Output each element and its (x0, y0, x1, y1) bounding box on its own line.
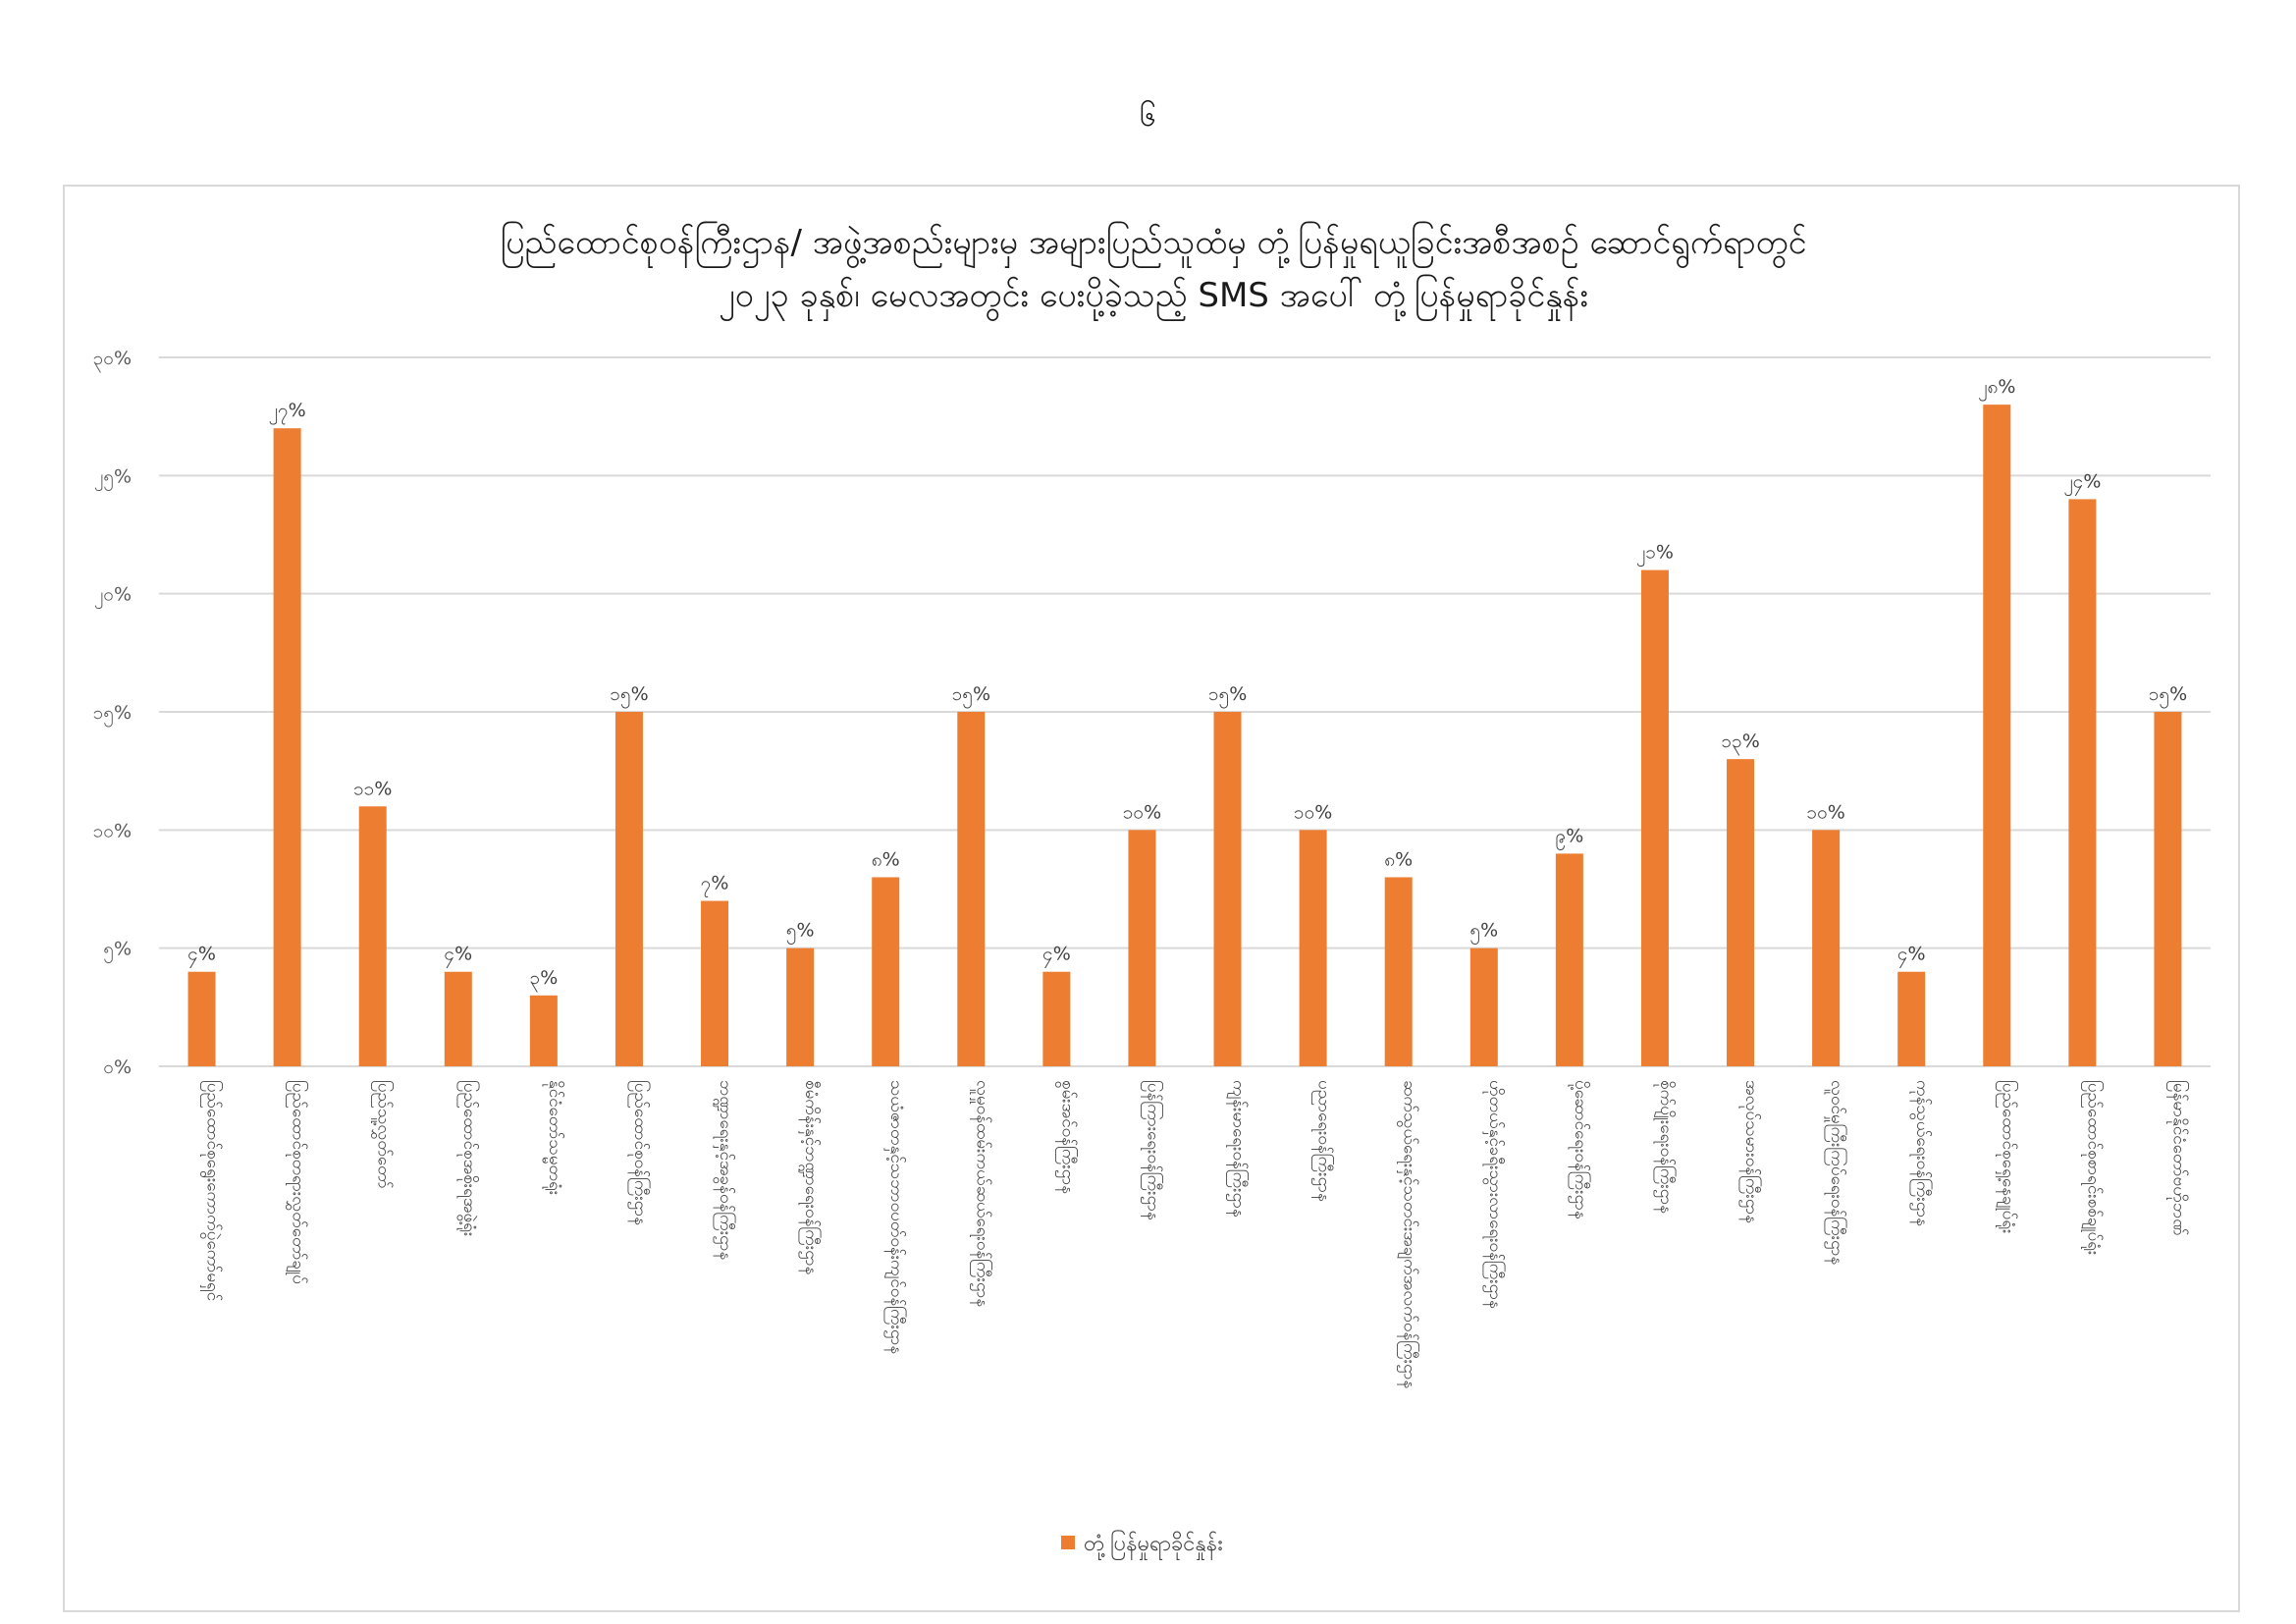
bar (187, 971, 216, 1066)
data-label: ၁၅% (610, 683, 648, 709)
data-label: ၁၀% (1294, 801, 1332, 823)
category-label: လူဝင်မှုကြီးကြပ်ရေးဝန်ကြီးဌာန (1824, 1080, 1848, 1265)
data-label: ၁၃% (1721, 731, 1759, 756)
bar (786, 947, 815, 1066)
category-label: ကျန်းမာရေးဝန်ကြီးဌာန (1226, 1080, 1251, 1218)
bar (444, 971, 472, 1066)
bar (1469, 947, 1498, 1066)
bar (1299, 830, 1327, 1066)
data-label: ၂၄% (2063, 470, 2101, 496)
y-tick-label: ၀% (103, 1056, 132, 1078)
legend-label: တုံ့ပြန်မှုရာခိုင်နှုန်း (1084, 1530, 1223, 1560)
category-label: ကုန်သွယ်ရေးဝန်ကြီးဌာန (1909, 1080, 1934, 1226)
category-label: ဆက်သွယ်ရေးနှင့်သတင်းအချက်အလက်ဝန်ကြီးဌာန (1397, 1080, 1421, 1388)
y-tick-label: ၃၀% (93, 348, 132, 373)
bar (957, 712, 986, 1066)
chart-title-line-1: ပြည်ထောင်စုဝန်ကြီးဌာန/ အဖွဲ့အစည်းများမှ … (500, 223, 1806, 268)
bar (1897, 971, 1926, 1066)
data-label: ၂၈% (1978, 376, 2015, 402)
category-label: စွမ်းအင်ဝန်ကြီးဌာန (1054, 1080, 1079, 1194)
data-label: ၁၁% (353, 778, 392, 799)
data-label: ၂၁% (1636, 542, 1674, 568)
bar (1128, 830, 1156, 1066)
chart-frame: ပြည်ထောင်စုဝန်ကြီးဌာန/ အဖွဲ့အစည်းများမှ … (63, 185, 2240, 1612)
category-label: ပြည်ထောင်စုရှေ့နေချုပ်ရုံး (1995, 1080, 2019, 1233)
data-label: ၅% (786, 920, 815, 946)
data-label: ၅% (1469, 920, 1498, 946)
chart-title: ပြည်ထောင်စုဝန်ကြီးဌာန/ အဖွဲ့အစည်းများမှ … (500, 223, 1806, 321)
bar (701, 900, 729, 1066)
data-label: ၄% (1897, 944, 1926, 969)
category-label: ဘဏ္ဍာရေးနှင့်အခွန်ဝန်ကြီးဌာန (713, 1080, 737, 1260)
y-tick-label: ၁၅% (93, 702, 132, 728)
data-label: ၄% (1042, 944, 1071, 969)
bars (187, 405, 2182, 1067)
bar (1042, 971, 1071, 1066)
y-tick-label: ၅% (103, 939, 132, 964)
y-tick-label: ၁၀% (93, 820, 132, 841)
bar (1384, 877, 1413, 1066)
data-label: ၁၅% (952, 683, 990, 709)
page-number: ၆ (1140, 99, 1156, 134)
data-labels: ၄% ၂၇% ၁၁% ၄% ၃% ၁၅% ၇% ၅% ၈% ၁၅% ၄% ၁၀% ၁၅% ၁၀% ၈% ၅% ၉… (187, 376, 2187, 993)
category-label: ပြည်ထောင်စုအစိုးရအဖွဲ့ရုံး (456, 1080, 481, 1236)
category-label: စိုက်ပျိုးရေးဝန်ကြီးဌာန (1653, 1080, 1678, 1214)
y-tick-label: ၂၀% (94, 584, 132, 610)
category-label: စီမံကိန်းနှင့်ဘဏ္ဍာရေးဝန်ကြီးဌာန (798, 1080, 823, 1274)
y-axis-tick-labels: ၀% ၅% ၁၀% ၁၅% ၂၀% ၂၅% ၃၀% (93, 348, 132, 1078)
category-label: ပို့ဆောင်ရေးဝန်ကြီးဌာန (1568, 1080, 1592, 1219)
category-label: ပညာရေးဝန်ကြီးဌာန (1311, 1080, 1336, 1202)
category-label: နိုင်ငံတော်သမ္မတရုံး (542, 1080, 564, 1195)
data-label: ၁၀% (1806, 801, 1844, 823)
bar (2068, 499, 2097, 1066)
data-label: ၁၅% (1208, 683, 1247, 709)
data-label: ၈% (1384, 848, 1413, 870)
data-label: ၁၅% (2149, 683, 2187, 709)
data-label: ၃% (530, 967, 559, 993)
category-label: ပြည်ထောင်စုတရားလွှတ်တော်ချုပ် (286, 1080, 310, 1284)
chart-title-line-2: ၂၀၂၃ ခုနှစ်၊ မေလအတွင်း ပေးပို့ခဲ့သည့် SM… (719, 276, 1588, 321)
category-label: မြန်မာနိုင်ငံတော်ဗဟိုဘဏ် (2165, 1080, 2190, 1235)
bar (1727, 759, 1755, 1066)
category-label: ဟိုတယ်နှင့်ခရီးသွားလာရေးဝန်ကြီးဌာန (1482, 1080, 1507, 1309)
category-label: ပြည်ထောင်စုစာရင်းစစ်ချုပ်ရုံး (2080, 1080, 2105, 1255)
bar (614, 712, 643, 1066)
data-label: ၁၀% (1123, 801, 1161, 823)
bar (273, 428, 301, 1066)
y-tick-label: ၂၅% (94, 465, 132, 491)
data-label: ၄% (444, 944, 472, 969)
category-label: ပြည်သူ့လွှတ်တော် (371, 1080, 396, 1189)
legend-swatch (1061, 1536, 1075, 1549)
category-label: ပြန်ကြားရေးဝန်ကြီးဌာန (1140, 1080, 1164, 1220)
category-label: ပြည်ထောင်စုရွေးကောက်ပွဲကော်မရှင် (200, 1080, 225, 1301)
data-label: ၈% (872, 848, 900, 870)
legend: တုံ့ပြန်မှုရာခိုင်နှုန်း (1061, 1530, 1223, 1560)
bar (358, 806, 387, 1066)
category-label: ပြည်ထောင်စုဝန်ကြီးဌာန (627, 1080, 652, 1225)
bar (1213, 712, 1242, 1066)
data-label: ၉% (1556, 825, 1584, 850)
bar (529, 995, 558, 1066)
category-labels: ပြည်ထောင်စုရွေးကောက်ပွဲကော်မရှင် ပြည်ထောင… (200, 1080, 2191, 1388)
category-label: သယံဇာတနှင့်သဘာဝပတ်ဝန်းကျင်ဝန်ကြီးဌာန (883, 1080, 908, 1354)
bar (1983, 405, 2011, 1067)
gridlines (159, 356, 2211, 1067)
bar (1812, 830, 1841, 1066)
data-label: ၇% (701, 873, 729, 898)
category-label: လူမှုဝန်ထမ်းကယ်ဆယ်ရေးဝန်ကြီးဌာန (969, 1080, 993, 1307)
chart-svg: ပြည်ထောင်စုဝန်ကြီးဌာန/ အဖွဲ့အစည်းများမှ … (93, 223, 2211, 1560)
bar (1555, 853, 1583, 1066)
bar (1640, 569, 1669, 1066)
category-label: အလုပ်သမားဝန်ကြီးဌာန (1738, 1080, 1763, 1223)
bar (2154, 712, 2182, 1066)
data-label: ၂၇% (269, 400, 306, 425)
bar (872, 877, 900, 1066)
data-label: ၄% (187, 944, 216, 969)
